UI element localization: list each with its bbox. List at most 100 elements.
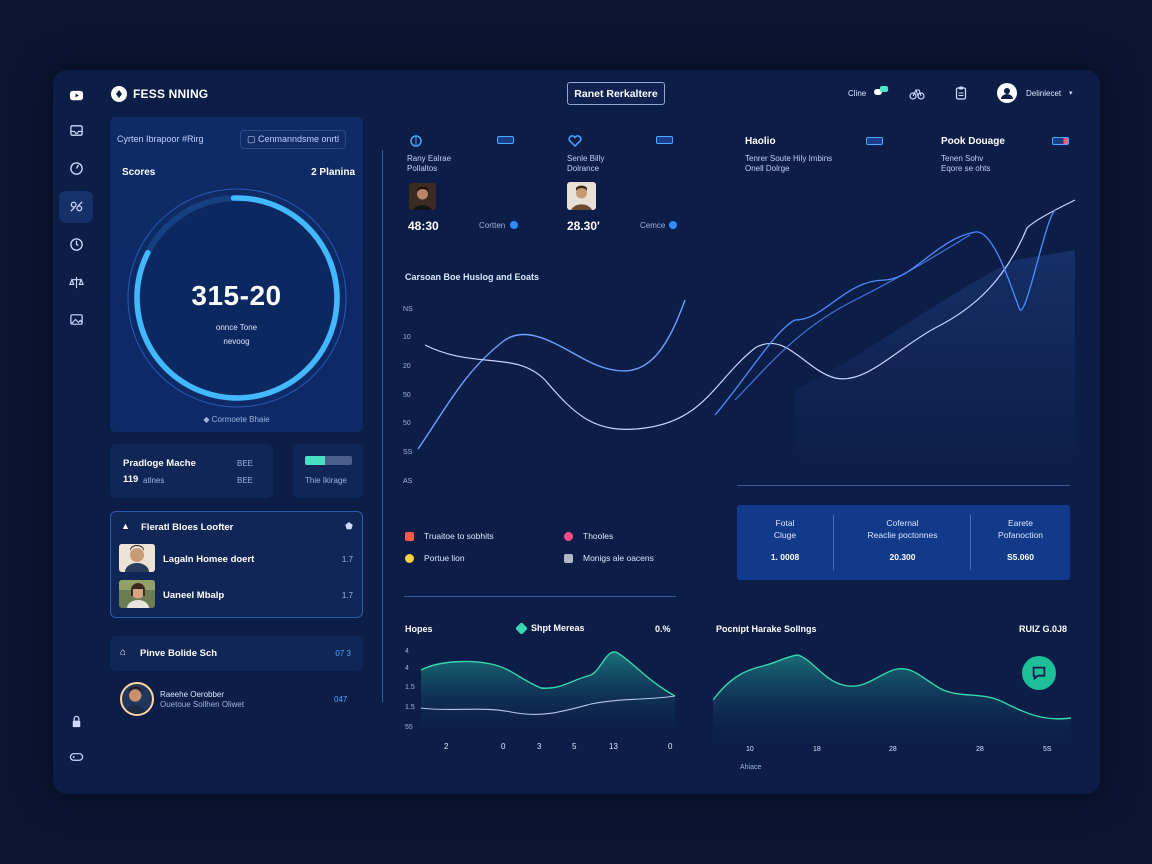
gamepad-icon[interactable]: [67, 747, 85, 765]
summary-label: Fotal: [775, 518, 795, 528]
app-window: FESS NNING Ranet Rerkaltere Cline Delinl…: [53, 70, 1100, 794]
list-item[interactable]: Uaneel Mbalp 1.7: [119, 580, 355, 610]
user-row-detail: Ouetoue Sollhen Oliwet: [160, 700, 245, 709]
image-icon[interactable]: [67, 310, 85, 328]
avatar[interactable]: [120, 682, 154, 716]
area-fill: [713, 655, 1071, 740]
list-item[interactable]: Lagaln Homee doert 1.7: [119, 544, 355, 574]
score-chip-left[interactable]: Cyrten Ibrapoor #Rirg: [117, 134, 204, 144]
legend-label: Portue lion: [424, 553, 465, 563]
bottom-left-badge[interactable]: Shpt Mereas: [515, 621, 585, 635]
stat-tag: Cortten: [479, 221, 506, 230]
x-tick: 10: [746, 746, 754, 753]
mini-left-value: 119: [123, 474, 139, 485]
status-dot: [510, 221, 518, 229]
y-tick: NS: [403, 306, 413, 313]
list-item-value: 1.7: [341, 591, 353, 600]
score-value: 315-20: [191, 280, 282, 311]
legend-item[interactable]: Monigs ale oacens: [564, 553, 654, 563]
legend-item[interactable]: Truaitoe to sobhits: [405, 531, 494, 541]
status-toggle[interactable]: [874, 86, 888, 95]
drop-icon: ▲: [121, 521, 130, 531]
series-line: [424, 199, 1075, 430]
mini-card-right[interactable]: Thie Ikirage: [293, 444, 363, 498]
chat-fab[interactable]: [1022, 656, 1056, 690]
chip-edit-icon: ▢: [247, 134, 259, 144]
legend-swatch: [564, 553, 573, 563]
user-row-value: 047: [334, 695, 348, 704]
badge-label: Shpt Mereas: [531, 623, 585, 633]
link-row[interactable]: ⌂ Pinve Bolide Sch 07 3: [110, 636, 363, 671]
user-avatar[interactable]: [997, 83, 1017, 103]
mini-left-unit: atlnes: [143, 476, 165, 485]
bottom-right-area-chart[interactable]: [713, 640, 1071, 740]
y-tick: 1.5: [405, 704, 415, 711]
analytics-icon[interactable]: [67, 197, 85, 215]
score-footer: ◆ Cormoete Bhaie: [110, 415, 363, 424]
score-title: Scores: [122, 167, 156, 178]
clipboard-icon[interactable]: [953, 85, 969, 101]
user-menu-chevron-icon[interactable]: ▾: [1069, 90, 1073, 97]
summary-value: 1. 0008: [770, 552, 800, 562]
gauge-icon[interactable]: [67, 159, 85, 177]
inbox-icon[interactable]: [67, 121, 85, 139]
heart-icon: [567, 133, 583, 149]
bottom-left-area-chart[interactable]: [421, 640, 677, 730]
mini-card-left[interactable]: Pradloge Mache 119 atlnes BEE BEE: [110, 444, 273, 498]
summary-card[interactable]: Fotal Cluge 1. 0008 Cofernal Reaclie poc…: [737, 505, 1070, 580]
summary-col: Earete Pofanoction S5.060: [971, 517, 1070, 563]
summary-value: S5.060: [1007, 552, 1034, 562]
avatar: [119, 580, 155, 608]
stat-label: Tenrer Soute Hily Imbins: [745, 154, 833, 163]
legend-swatch: [405, 553, 414, 563]
brand-logo-icon: [111, 86, 127, 102]
y-tick: 4: [405, 648, 409, 655]
lock-icon[interactable]: [67, 712, 85, 730]
battery-icon: [497, 136, 514, 144]
scroll-rule[interactable]: [382, 150, 383, 702]
score-chip-right[interactable]: ▢ Cenmanndsme onrtl: [240, 130, 347, 149]
link-row-value: 07 3: [335, 649, 351, 658]
mini-left-code1: BEE: [237, 459, 254, 468]
battery-low-icon: [1052, 137, 1069, 145]
series-line: [417, 299, 686, 450]
score-sub1: onnce Tone: [215, 323, 258, 332]
shield-icon[interactable]: ⬟: [345, 521, 353, 531]
score-ring: [127, 188, 347, 408]
user-row-name: Raeehe Oerobber: [160, 690, 225, 699]
legend-label: Truaitoe to sobhits: [424, 531, 494, 541]
youtube-icon[interactable]: [67, 86, 85, 104]
y-tick: 20: [403, 363, 411, 370]
brand[interactable]: FESS NNING: [111, 86, 208, 102]
y-tick: SS: [403, 449, 413, 456]
scale-icon[interactable]: [67, 273, 85, 291]
bottom-left-value: 0.%: [655, 624, 671, 634]
stat-title: Pook Douage: [941, 136, 1005, 147]
stat-label: Senle Billy: [567, 154, 605, 163]
x-tick: 28: [976, 746, 984, 753]
x-tick: 3: [537, 742, 542, 751]
bike-icon[interactable]: [909, 85, 925, 101]
clock-icon[interactable]: [67, 235, 85, 253]
summary-label: Cluge: [773, 530, 797, 540]
score-sub2: nevoog: [223, 337, 250, 346]
status-dot: [669, 221, 677, 229]
status-label: Cline: [848, 89, 867, 98]
user-name[interactable]: Delinlecet: [1026, 89, 1062, 98]
series-line: [713, 654, 1071, 720]
summary-label: Earete: [1007, 518, 1034, 528]
chart-divider: [737, 485, 1070, 486]
bottom-right-value: RUIZ G.0J8: [1019, 624, 1068, 634]
legend-item[interactable]: Portue lion: [405, 553, 465, 563]
stat-label: Rany Ealrae: [407, 154, 452, 163]
legend-item[interactable]: Thooles: [564, 531, 613, 541]
summary-label: Pofanoction: [998, 530, 1043, 540]
center-button[interactable]: Ranet Rerkaltere: [567, 82, 665, 105]
mini-progress-fill: [305, 456, 325, 465]
battery-icon: [866, 137, 883, 145]
score-chip-right-label: Cenmanndsme onrtl: [258, 134, 340, 144]
series-line: [421, 695, 676, 715]
battery-icon: [656, 136, 673, 144]
main-line-chart[interactable]: [415, 180, 1075, 470]
avatar: [119, 544, 155, 572]
